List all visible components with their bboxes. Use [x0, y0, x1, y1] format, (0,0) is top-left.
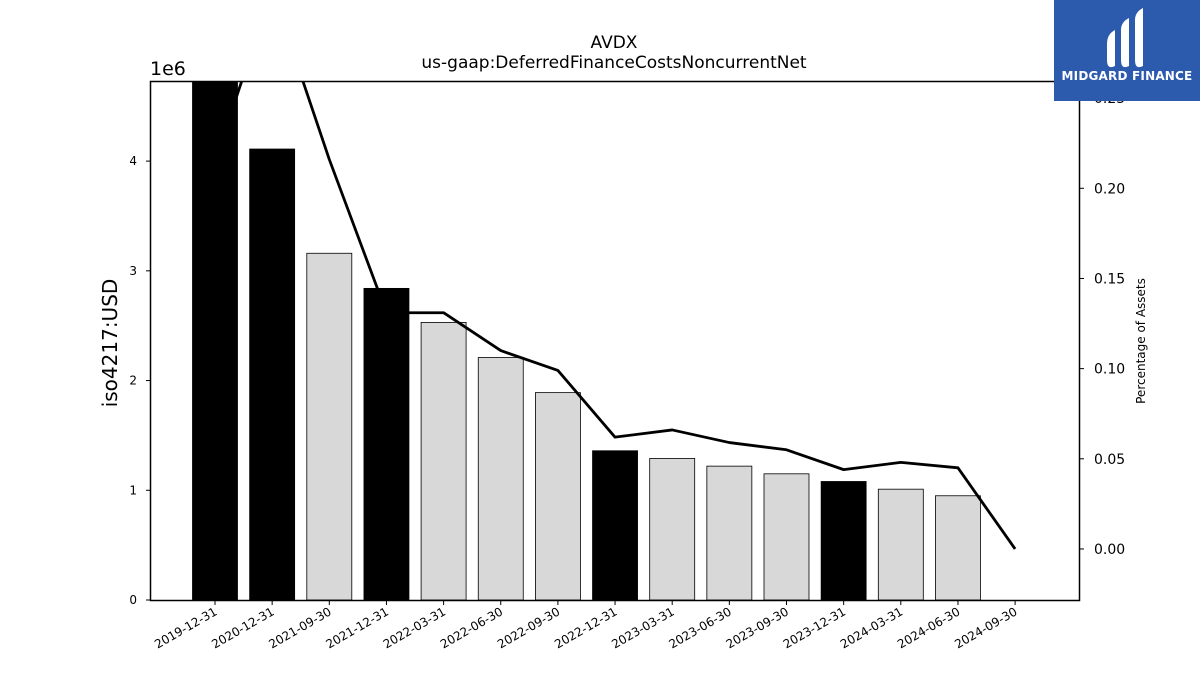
bar-2021-09-30 [306, 252, 353, 600]
x-tick-label: 2022-06-30 [438, 604, 505, 651]
y2-tick-label: 0.05 [1094, 452, 1125, 468]
bar-2022-09-30 [535, 392, 581, 600]
y2-axis-label: Percentage of Assets [1134, 278, 1148, 404]
y-tick-label: 0 [129, 593, 137, 607]
x-tick-label: 2020-12-31 [209, 604, 276, 651]
x-tick-label: 2019-12-31 [152, 604, 219, 651]
y-axis-left: 0 1 2 3 4 [129, 154, 151, 607]
x-tick-label: 2023-12-31 [781, 604, 848, 651]
bar-2020-12-31 [249, 148, 296, 600]
x-tick-label: 2024-03-31 [838, 604, 905, 651]
chart-title: AVDX [591, 33, 638, 53]
y2-tick-label: 0.15 [1094, 271, 1125, 287]
y-axis-multiplier: 1e6 [150, 58, 186, 80]
bar-2023-06-30 [706, 465, 753, 600]
line-group [213, 81, 1017, 550]
x-tick-label: 2022-12-31 [552, 604, 619, 651]
bar-2021-12-31 [363, 287, 410, 600]
bar-2023-12-31 [820, 481, 867, 600]
bar-2022-12-31 [592, 450, 638, 600]
bar-2022-06-30 [477, 357, 524, 600]
y-tick-label: 1 [129, 483, 137, 497]
y-tick-label: 3 [129, 264, 137, 278]
x-tick-label: 2023-03-31 [609, 604, 676, 651]
x-tick-label: 2024-09-30 [952, 604, 1019, 651]
bars-group [192, 81, 981, 600]
logo-mark-icon [1107, 8, 1143, 68]
percentage-of-assets-line [213, 81, 1017, 550]
x-tick-label: 2023-09-30 [724, 604, 791, 651]
logo-text: MIDGARD FINANCE [1061, 69, 1193, 83]
y-tick-label: 4 [129, 154, 137, 168]
chart-subtitle: us-gaap:DeferredFinanceCostsNoncurrentNe… [421, 53, 807, 73]
bar-2024-03-31 [877, 488, 924, 600]
x-tick-label: 2023-06-30 [666, 604, 733, 651]
y2-tick-label: 0.20 [1094, 181, 1125, 197]
bar-2023-03-31 [649, 458, 696, 600]
x-tick-label: 2024-06-30 [895, 604, 962, 651]
y2-tick-label: 0.00 [1094, 542, 1125, 558]
y-axis-right: 0.000.050.100.150.200.25 [1079, 91, 1125, 558]
x-axis: 2019-12-312020-12-312021-09-302021-12-31… [152, 600, 1020, 651]
x-tick-label: 2021-09-30 [266, 604, 333, 651]
bar-2019-12-31 [192, 81, 238, 600]
y-axis-label: iso4217:USD [98, 279, 122, 408]
x-tick-label: 2022-09-30 [495, 604, 562, 651]
bar-2022-03-31 [420, 321, 467, 600]
y2-tick-label: 0.10 [1094, 362, 1125, 378]
bar-2023-09-30 [763, 473, 810, 600]
x-tick-label: 2021-12-31 [324, 604, 391, 651]
bar-2024-06-30 [935, 495, 981, 600]
x-tick-label: 2022-03-31 [381, 604, 448, 651]
midgard-finance-logo: MIDGARD FINANCE [1054, 0, 1200, 101]
y-tick-label: 2 [129, 374, 137, 388]
